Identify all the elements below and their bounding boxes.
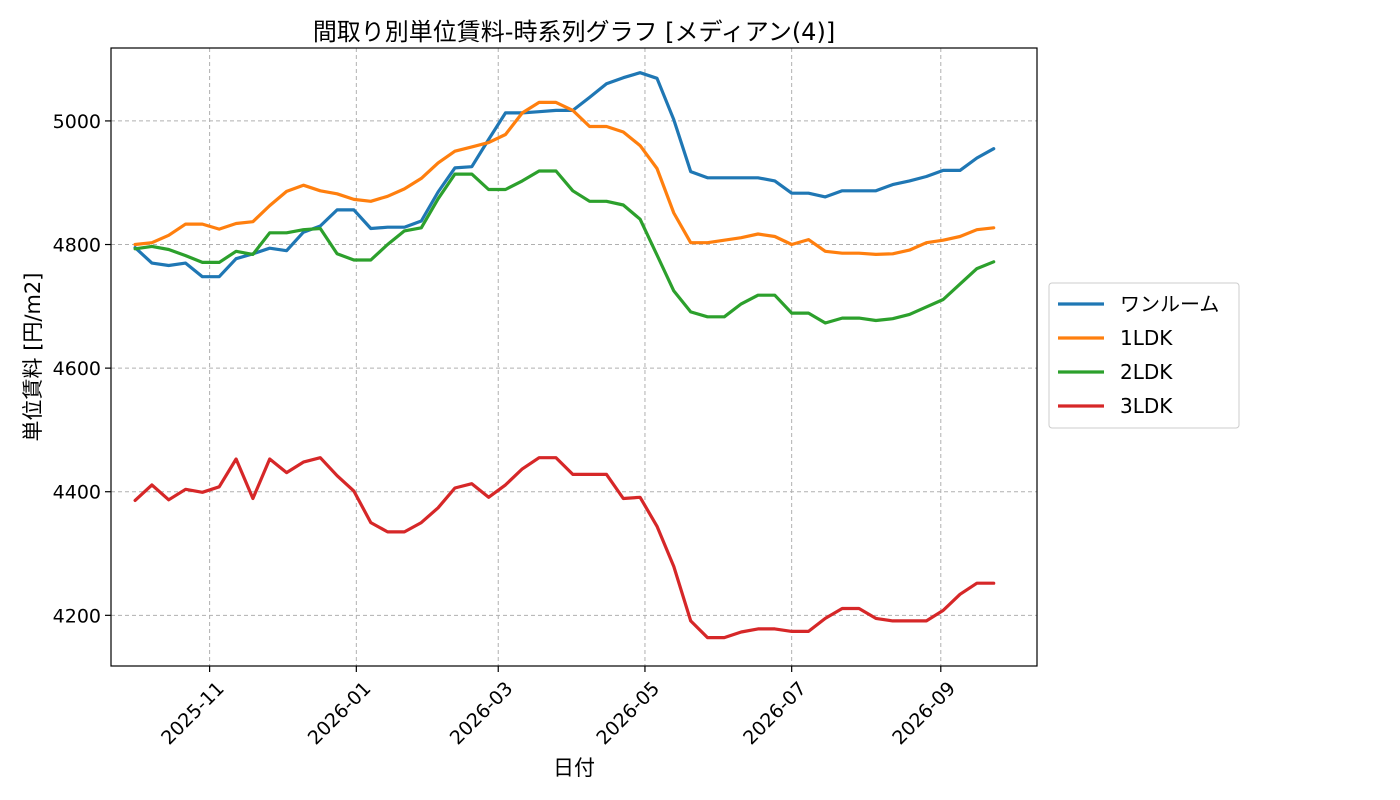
y-tick-label: 4200 [53, 605, 101, 627]
legend-label: 3LDK [1120, 394, 1173, 418]
legend: ワンルーム 1LDK 2LDK 3LDK [1048, 282, 1240, 429]
y-tick-label: 4600 [53, 358, 101, 380]
x-tick-label: 2026-01 [304, 678, 376, 750]
x-tick-label: 2025-11 [157, 678, 229, 750]
grid [111, 48, 1037, 666]
series-line-1 [133, 100, 996, 256]
y-tick-label: 5000 [53, 111, 101, 133]
series-lines [133, 71, 996, 640]
chart-title: 間取り別単位賃料-時系列グラフ [メディアン(4)] [313, 18, 835, 46]
y-axis-ticks: 4200 4400 4600 4800 5000 [53, 111, 111, 627]
x-tick-label: 2026-09 [888, 678, 960, 750]
x-axis-label: 日付 [553, 756, 595, 780]
x-tick-label: 2026-07 [739, 678, 811, 750]
x-axis-ticks: 2025-11 2026-01 2026-03 2026-05 2026-07 2026-… [157, 666, 960, 749]
plot-frame [110, 47, 1038, 667]
y-tick-label: 4800 [53, 235, 101, 257]
series-line-2 [133, 169, 996, 325]
legend-label: 2LDK [1120, 360, 1173, 384]
legend-label: ワンルーム [1120, 292, 1219, 316]
x-tick-label: 2026-03 [446, 678, 518, 750]
legend-box [1048, 282, 1240, 429]
series-line-0 [133, 71, 996, 279]
series-line-3 [133, 456, 996, 640]
x-tick-label: 2026-05 [592, 678, 664, 750]
y-axis-label: 単位賃料 [円/m2] [21, 273, 45, 442]
legend-label: 1LDK [1120, 326, 1173, 350]
y-tick-label: 4400 [53, 482, 101, 504]
